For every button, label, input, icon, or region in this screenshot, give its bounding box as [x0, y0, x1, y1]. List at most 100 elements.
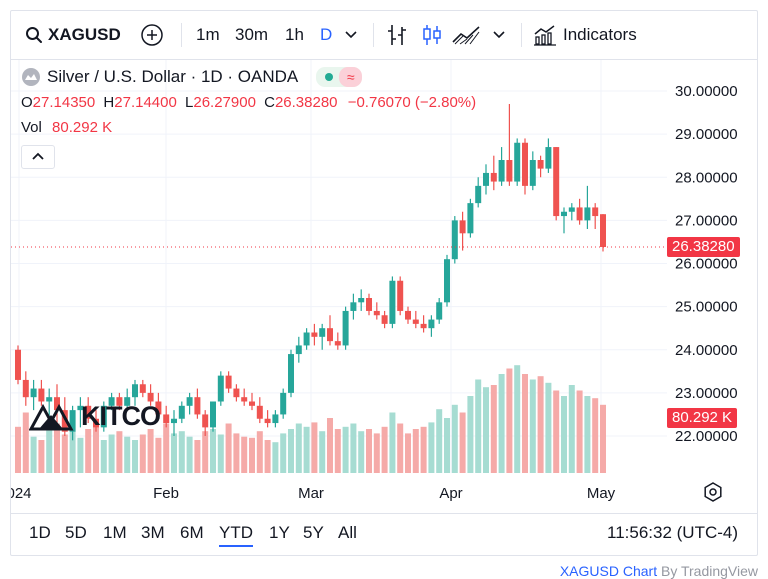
bars-style-button[interactable]	[386, 11, 408, 59]
volume-bar	[241, 436, 248, 473]
candle-body	[529, 160, 536, 186]
interval-1m[interactable]: 1m	[196, 25, 220, 44]
collapse-legend-button[interactable]	[21, 145, 55, 169]
candle-body	[241, 397, 248, 402]
candle-body	[155, 401, 162, 415]
chart-canvas[interactable]: 30.00000 29.00000 28.00000 27.00000 26.00000…	[11, 11, 757, 555]
candle-body	[498, 160, 505, 182]
candle-body	[61, 410, 68, 432]
tradingview-credit[interactable]: XAGUSD Chart By TradingView	[560, 563, 758, 579]
volume-bar	[600, 404, 606, 473]
candle-body	[522, 142, 528, 186]
volume-bar	[405, 433, 411, 473]
volume-bar	[69, 431, 76, 473]
range-all[interactable]: All	[338, 523, 357, 542]
volume-bar	[327, 418, 333, 473]
candle-body	[38, 388, 45, 402]
candle-body	[467, 203, 474, 234]
indicators-button[interactable]: Indicators	[533, 11, 637, 59]
candle-body	[139, 384, 146, 393]
volume-tag: 80.292 K	[667, 408, 738, 428]
y-tick-label: 29.00000	[675, 126, 738, 143]
range-1d[interactable]: 1D	[29, 523, 51, 542]
candle-body	[147, 392, 154, 402]
volume-bar	[350, 423, 357, 473]
candle-body	[171, 418, 177, 424]
candle-body	[490, 172, 497, 182]
low-value: 26.27900	[193, 94, 256, 111]
volume-bar	[139, 434, 146, 473]
range-6m[interactable]: 6M	[180, 523, 204, 542]
candle-body	[561, 211, 567, 217]
x-axis-labels: 024 Feb Mar Apr May	[11, 485, 616, 502]
range-5d[interactable]: 5D	[65, 523, 87, 542]
volume-bar	[194, 440, 201, 473]
volume-bar	[178, 431, 185, 473]
volume-bar	[46, 429, 53, 473]
candle-body	[389, 280, 396, 324]
chart-link[interactable]: XAGUSD Chart	[559, 563, 658, 579]
interval-1h[interactable]: 1h	[285, 25, 304, 44]
chevron-up-icon	[32, 152, 44, 160]
candles-style-button[interactable]	[421, 11, 443, 59]
last-price-tag: 26.38280	[667, 237, 740, 257]
x-tick-label: Feb	[153, 485, 179, 502]
candle-body	[77, 405, 84, 411]
area-style-button[interactable]	[451, 11, 481, 59]
candle-body	[100, 405, 107, 428]
volume-bar	[420, 426, 427, 473]
candle-body	[69, 410, 76, 432]
volume-bar	[249, 437, 255, 473]
range-ytd[interactable]: YTD	[219, 523, 253, 547]
volume-bar	[568, 385, 575, 473]
x-tick-label: May	[587, 485, 616, 502]
clock[interactable]: 11:56:32 (UTC-4)	[607, 523, 739, 542]
candle-body	[194, 397, 201, 415]
candle-body	[405, 310, 411, 320]
y-tick-label: 27.00000	[675, 212, 738, 229]
interval-menu[interactable]	[345, 11, 357, 59]
range-1m[interactable]: 1M	[103, 523, 127, 542]
volume-bar	[108, 434, 115, 473]
candle-body	[553, 147, 560, 217]
market-open-dot	[325, 73, 334, 81]
candle-body	[358, 298, 365, 303]
volume-bar	[412, 429, 419, 473]
bar-chart-icon	[388, 25, 406, 45]
interval-d[interactable]: D	[320, 25, 333, 44]
chart-type-menu[interactable]	[493, 11, 505, 59]
x-tick-label: Apr	[439, 485, 462, 502]
candle-body	[342, 310, 349, 346]
candle-body	[334, 341, 341, 346]
candle-body	[116, 397, 123, 406]
range-3m[interactable]: 3M	[141, 523, 165, 542]
volume-bar	[116, 431, 123, 473]
market-status-pill[interactable]: ≈	[316, 67, 363, 87]
y-tick-label: 25.00000	[675, 299, 738, 316]
interval-30m[interactable]: 30m	[235, 25, 269, 44]
y-tick-label: 30.00000	[675, 83, 738, 100]
candle-body	[233, 388, 240, 398]
chart-settings-button[interactable]	[703, 482, 723, 507]
volume-bar	[61, 434, 68, 473]
add-symbol-icon	[141, 24, 163, 46]
range-1y[interactable]: 1Y	[269, 523, 290, 542]
candle-body	[93, 418, 99, 428]
range-5y[interactable]: 5Y	[303, 523, 324, 542]
symbol-search[interactable]: XAGUSD	[25, 11, 121, 59]
volume-bar	[545, 382, 552, 473]
volume-bar	[272, 442, 279, 473]
candle-body	[15, 349, 21, 380]
compare-button[interactable]	[141, 11, 163, 59]
volume-bar	[592, 398, 599, 473]
silver-symbol-icon	[22, 68, 40, 86]
volume-bar	[553, 390, 560, 473]
indicators-icon	[534, 25, 556, 46]
settings-icon	[704, 482, 722, 502]
toolbar-divider	[373, 23, 374, 47]
high-value: 27.14400	[114, 94, 177, 111]
candle-body	[22, 379, 29, 398]
ohlc-row: O27.14350 H27.14400 L26.27900 C26.38280 …	[21, 94, 476, 111]
volume-bar	[186, 436, 193, 473]
grid-lines	[11, 59, 667, 473]
